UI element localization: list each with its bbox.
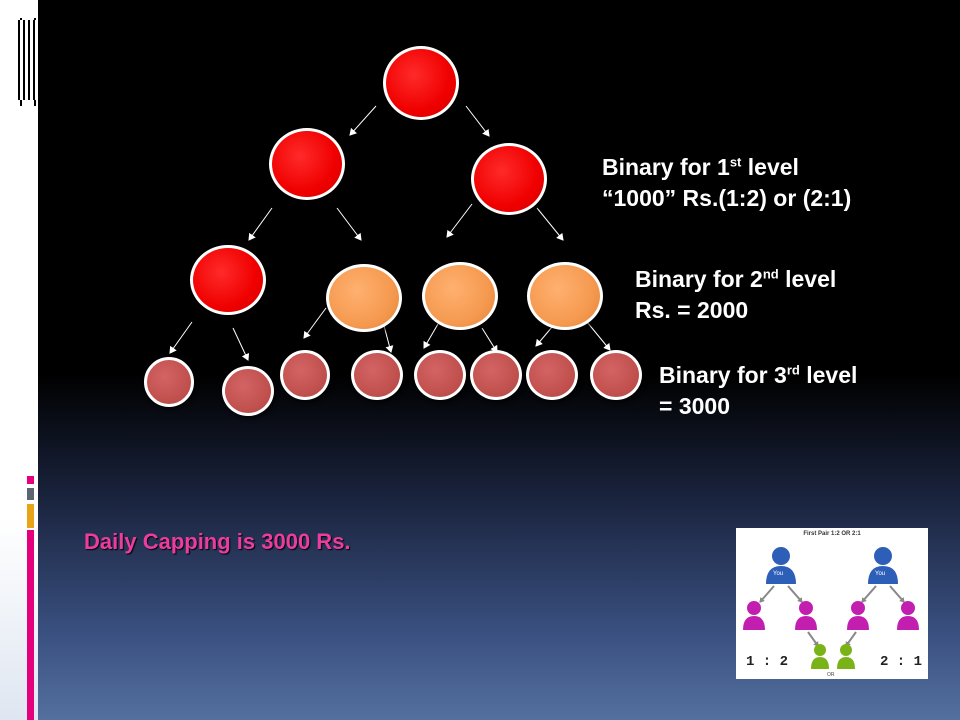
tree-node-level3 [222, 366, 274, 416]
arrow [536, 207, 564, 241]
arrow [303, 307, 327, 339]
tree-node-root [383, 46, 459, 120]
arrow [232, 327, 250, 361]
tree-node-level2-orange [326, 264, 402, 332]
arrow [248, 207, 273, 241]
tree-node-level3 [144, 357, 194, 407]
tree-node-level3 [470, 350, 522, 400]
level2-label: Binary for 2nd level Rs. = 2000 [635, 266, 837, 323]
tree-node-level2-red [190, 245, 266, 315]
arrow [349, 105, 377, 136]
you-label-right: You [875, 571, 885, 577]
arrow [423, 323, 439, 349]
arrow [481, 327, 498, 353]
tree-node-level2-orange [527, 262, 603, 330]
or-label: OR [827, 672, 835, 678]
arrow [465, 105, 490, 137]
daily-capping-text: Daily Capping is 3000 Rs. [84, 529, 351, 554]
thumbnail-title: First Pair 1:2 OR 2:1 [803, 531, 861, 537]
you-label-left: You [773, 571, 783, 577]
level1-label: Binary for 1st level “1000” Rs.(1:2) or … [602, 154, 852, 211]
arrow [446, 203, 473, 238]
tree-node-level2-orange [422, 262, 498, 330]
arrow [169, 321, 193, 354]
level3-label: Binary for 3rd level = 3000 [659, 362, 858, 419]
binary-pair-thumbnail: First Pair 1:2 OR 2:1 [736, 528, 928, 679]
accent-stripe-pink [27, 530, 34, 720]
person-you-left-icon [766, 547, 796, 584]
arrow [382, 321, 394, 353]
tree-node-level3 [590, 350, 642, 400]
accent-lines [18, 20, 36, 100]
accent-square-gold [27, 504, 34, 528]
accent-square-pink [27, 476, 34, 484]
tree-node-level1-left [269, 128, 345, 200]
tree-node-level1-right [471, 143, 547, 215]
ratio-right: 2 : 1 [880, 654, 923, 670]
tree-node-level3 [280, 350, 330, 400]
ratio-left: 1 : 2 [746, 654, 789, 670]
person-you-right-icon [868, 547, 898, 584]
tree-node-level3 [414, 350, 466, 400]
tree-node-level3 [351, 350, 403, 400]
arrow [586, 321, 611, 351]
tree-node-level3 [526, 350, 578, 400]
arrow [336, 207, 362, 241]
thumbnail-figures: You You [743, 547, 919, 669]
accent-square-gray [27, 488, 34, 500]
